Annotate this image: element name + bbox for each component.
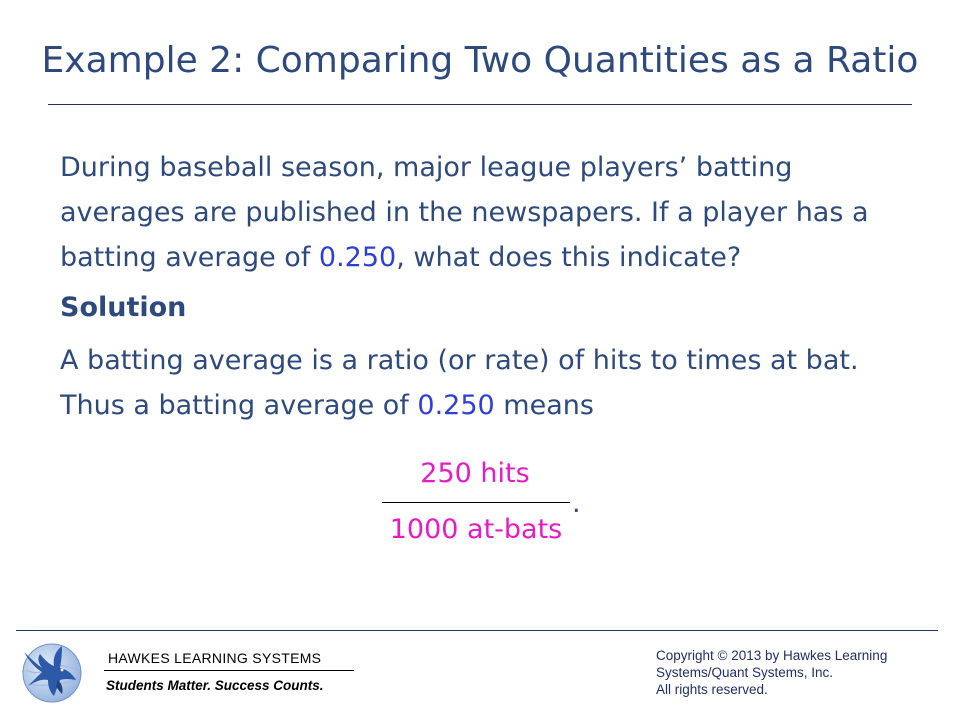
copyright-line: All rights reserved. [656,682,768,697]
solution-heading: Solution [60,292,187,323]
solution-batting-average-value: 0.250 [417,390,495,421]
copyright-line: Systems/Quant Systems, Inc. [656,665,834,680]
footer-divider [16,630,938,631]
solution-paragraph: A batting average is a ratio (or rate) o… [60,338,910,428]
fraction-denominator: 1000 at-bats [389,514,563,545]
fraction-numerator: 250 hits [420,458,530,489]
brand-underline [104,670,354,671]
copyright-notice: Copyright © 2013 by Hawkes Learning Syst… [656,647,946,698]
question-paragraph: During baseball season, major league pla… [60,145,910,280]
solution-text: A batting average is a ratio (or rate) o… [60,345,859,421]
fraction-period: . [572,488,581,519]
solution-text-end: means [494,390,594,421]
question-text: During baseball season, major league pla… [60,152,869,273]
title-divider [48,104,912,105]
eagle-globe-logo-icon [22,643,82,703]
slide-title: Example 2: Comparing Two Quantities as a… [41,40,919,81]
brand-tagline: Students Matter. Success Counts. [106,678,324,693]
brand-name: HAWKES LEARNING SYSTEMS [108,650,322,666]
batting-average-value: 0.250 [318,242,397,273]
fraction-bar [382,502,570,503]
copyright-line: Copyright © 2013 by Hawkes Learning [656,648,888,663]
question-text-end: , what does this indicate? [396,242,742,273]
